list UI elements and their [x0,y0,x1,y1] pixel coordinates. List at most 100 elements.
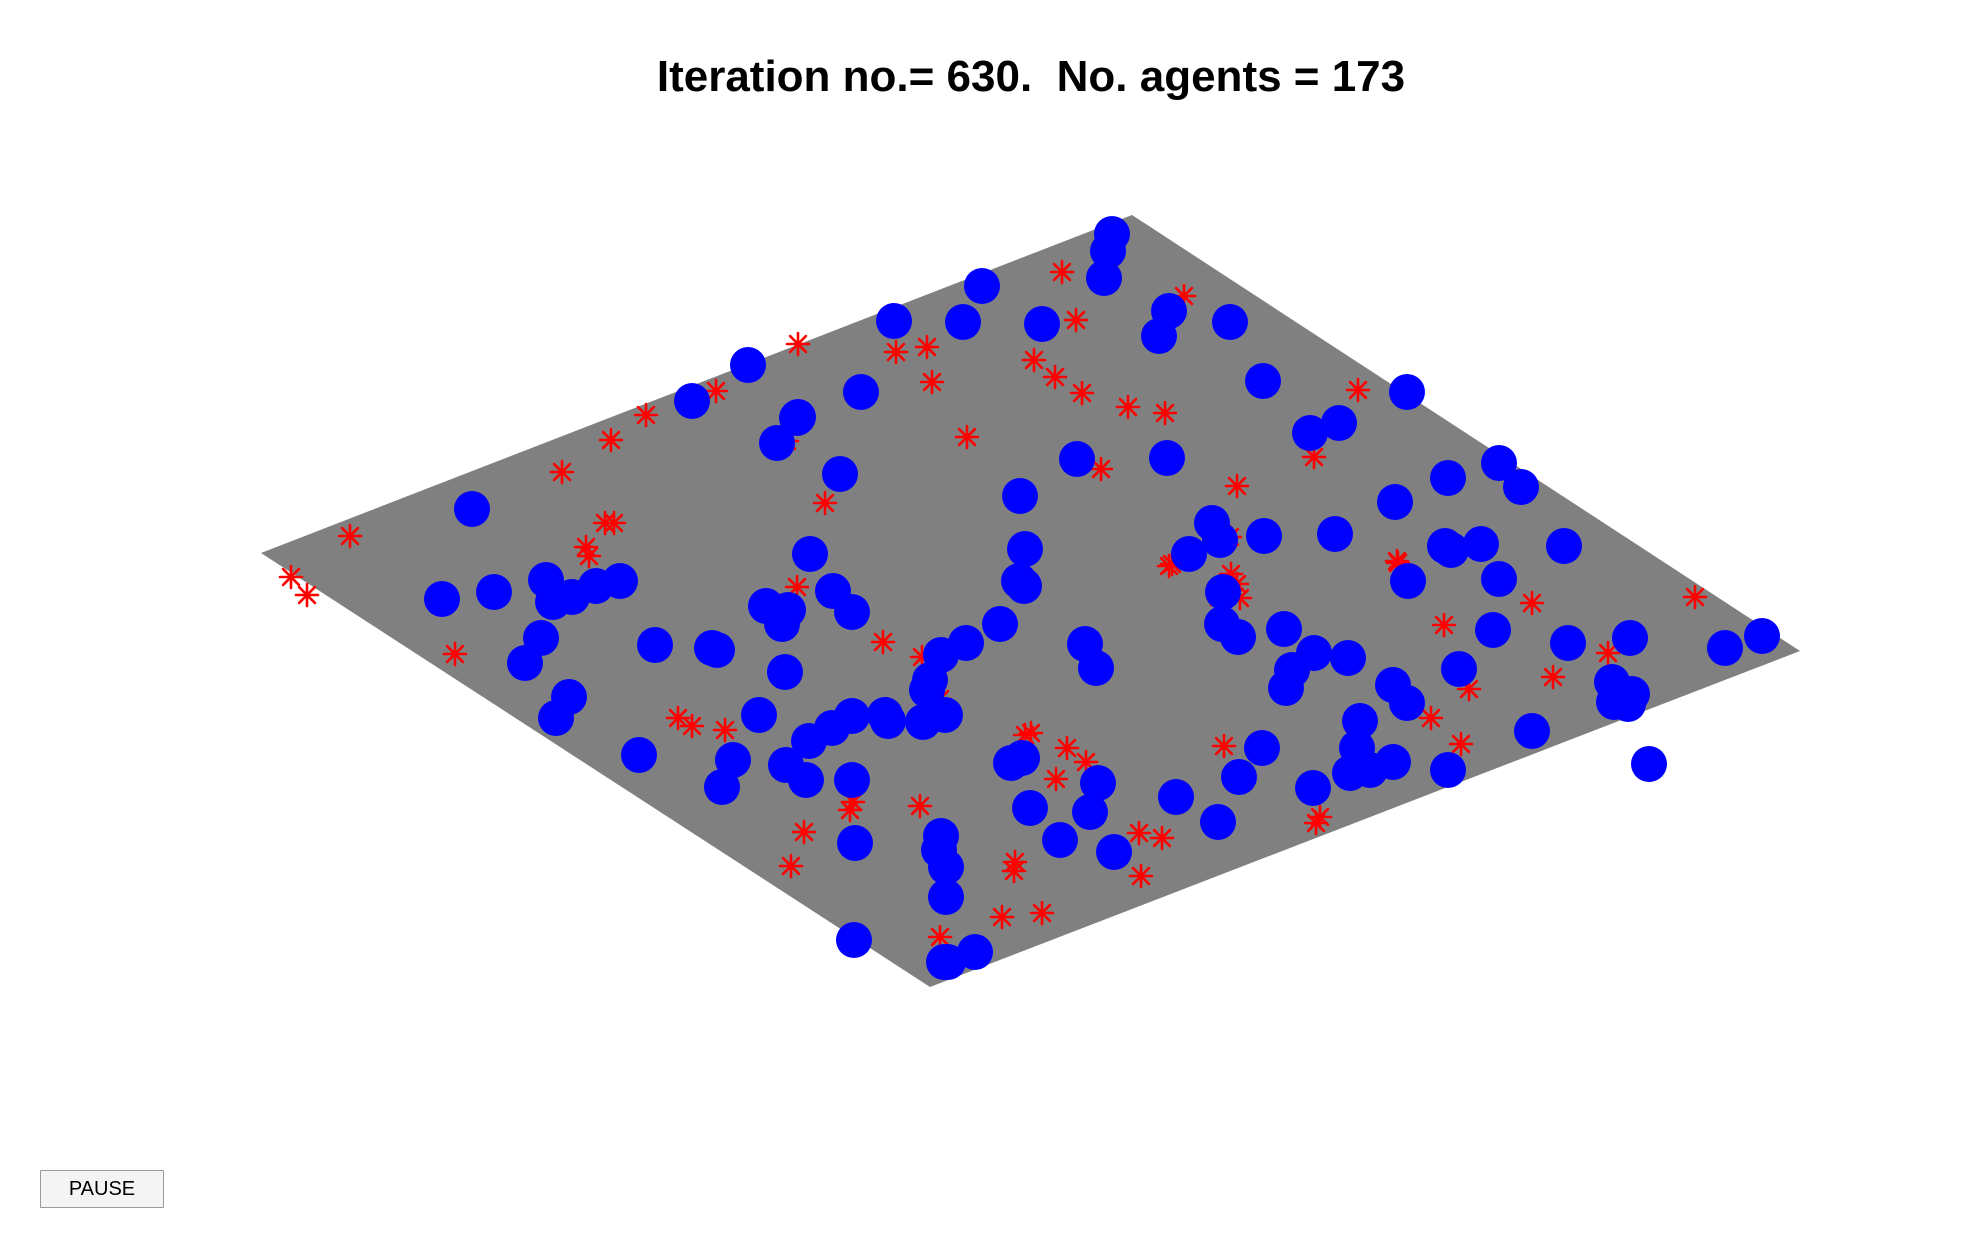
blue-agent-marker [822,456,858,492]
blue-agent-marker [834,762,870,798]
blue-agent-marker [1086,260,1122,296]
blue-agent-marker [1096,834,1132,870]
red-agent-marker [870,629,896,655]
red-agent-marker [1682,584,1708,610]
red-agent-marker [1303,810,1329,836]
blue-agent-marker [1546,528,1582,564]
red-agent-marker [1301,444,1327,470]
blue-agent-marker [476,574,512,610]
blue-agent-marker [905,704,941,740]
blue-agent-marker [1246,518,1282,554]
blue-agent-marker [982,606,1018,642]
blue-agent-marker [1296,635,1332,671]
blue-agent-marker [770,592,806,628]
red-agent-marker [679,713,705,739]
blue-agent-marker [1202,522,1238,558]
red-agent-marker [601,510,627,536]
red-agent-marker [837,797,863,823]
red-agent-marker [633,402,659,428]
blue-agent-marker [1004,740,1040,776]
blue-agent-marker [780,399,816,435]
blue-agent-marker [909,672,945,708]
blue-agent-marker [1463,526,1499,562]
red-agent-marker [1043,766,1069,792]
red-agent-marker [812,490,838,516]
blue-agent-marker [1090,233,1126,269]
blue-agent-marker [1042,822,1078,858]
blue-agent-marker [1078,650,1114,686]
blue-agent-marker [1024,306,1060,342]
blue-agent-marker [1268,670,1304,706]
red-agent-marker [665,705,691,731]
red-agent-marker [1042,364,1068,390]
blue-agent-marker [507,645,543,681]
blue-agent-marker [694,630,730,666]
red-agent-marker [919,369,945,395]
blue-agent-marker [454,491,490,527]
blue-agent-marker [928,879,964,915]
red-agent-marker [989,904,1015,930]
blue-agent-marker [1149,440,1185,476]
blue-agent-marker [926,944,962,980]
blue-agent-marker [602,563,638,599]
blue-agent-marker [1204,606,1240,642]
blue-agent-marker [867,697,903,733]
blue-agent-marker [1295,770,1331,806]
red-agent-marker [954,424,980,450]
blue-agent-marker [1002,478,1038,514]
blue-agent-marker [1352,752,1388,788]
pause-button[interactable]: PAUSE [40,1170,164,1208]
blue-agent-marker [1390,563,1426,599]
red-agent-marker [1540,664,1566,690]
red-agent-marker [1126,820,1152,846]
blue-agent-marker [957,934,993,970]
red-agents-layer [278,259,1708,950]
blue-agent-marker [1342,703,1378,739]
blue-agent-marker [535,584,571,620]
blue-agent-marker [1321,405,1357,441]
blue-agent-marker [1205,574,1241,610]
red-agent-marker [1002,849,1028,875]
blue-agent-marker [1744,618,1780,654]
red-agent-marker [1128,863,1154,889]
red-agent-marker [576,543,602,569]
red-agent-marker [784,574,810,600]
blue-agent-marker [621,737,657,773]
blue-agent-marker [1610,686,1646,722]
red-agent-marker [1345,377,1371,403]
blue-agent-marker [1612,620,1648,656]
blue-agent-marker [1266,611,1302,647]
blue-agent-marker [923,637,959,673]
red-agent-marker [1149,825,1175,851]
red-agent-marker [1063,307,1089,333]
red-agent-marker [1029,900,1055,926]
blue-agent-marker [767,654,803,690]
blue-agent-marker [1141,318,1177,354]
red-agent-marker [712,717,738,743]
blue-agent-marker [715,742,751,778]
blue-agent-marker [788,762,824,798]
blue-agent-marker [730,347,766,383]
blue-agent-marker [1012,790,1048,826]
blue-agent-marker [1707,630,1743,666]
red-agent-marker [1519,590,1545,616]
red-agent-marker [1307,804,1333,830]
blue-agent-marker [834,698,870,734]
blue-agent-marker [1245,363,1281,399]
blue-agent-marker [637,627,673,663]
blue-agent-marker [876,303,912,339]
blue-agent-marker [1072,794,1108,830]
blue-agent-marker [836,922,872,958]
red-agent-marker [914,334,940,360]
red-agent-marker [1115,394,1141,420]
blue-agent-marker [1503,469,1539,505]
red-agent-marker [337,523,363,549]
blue-agent-marker [674,383,710,419]
blue-agent-marker [1330,640,1366,676]
blue-agent-marker [1514,713,1550,749]
blue-agent-marker [1481,445,1517,481]
blue-agent-marker [424,581,460,617]
blue-agent-marker [1389,374,1425,410]
